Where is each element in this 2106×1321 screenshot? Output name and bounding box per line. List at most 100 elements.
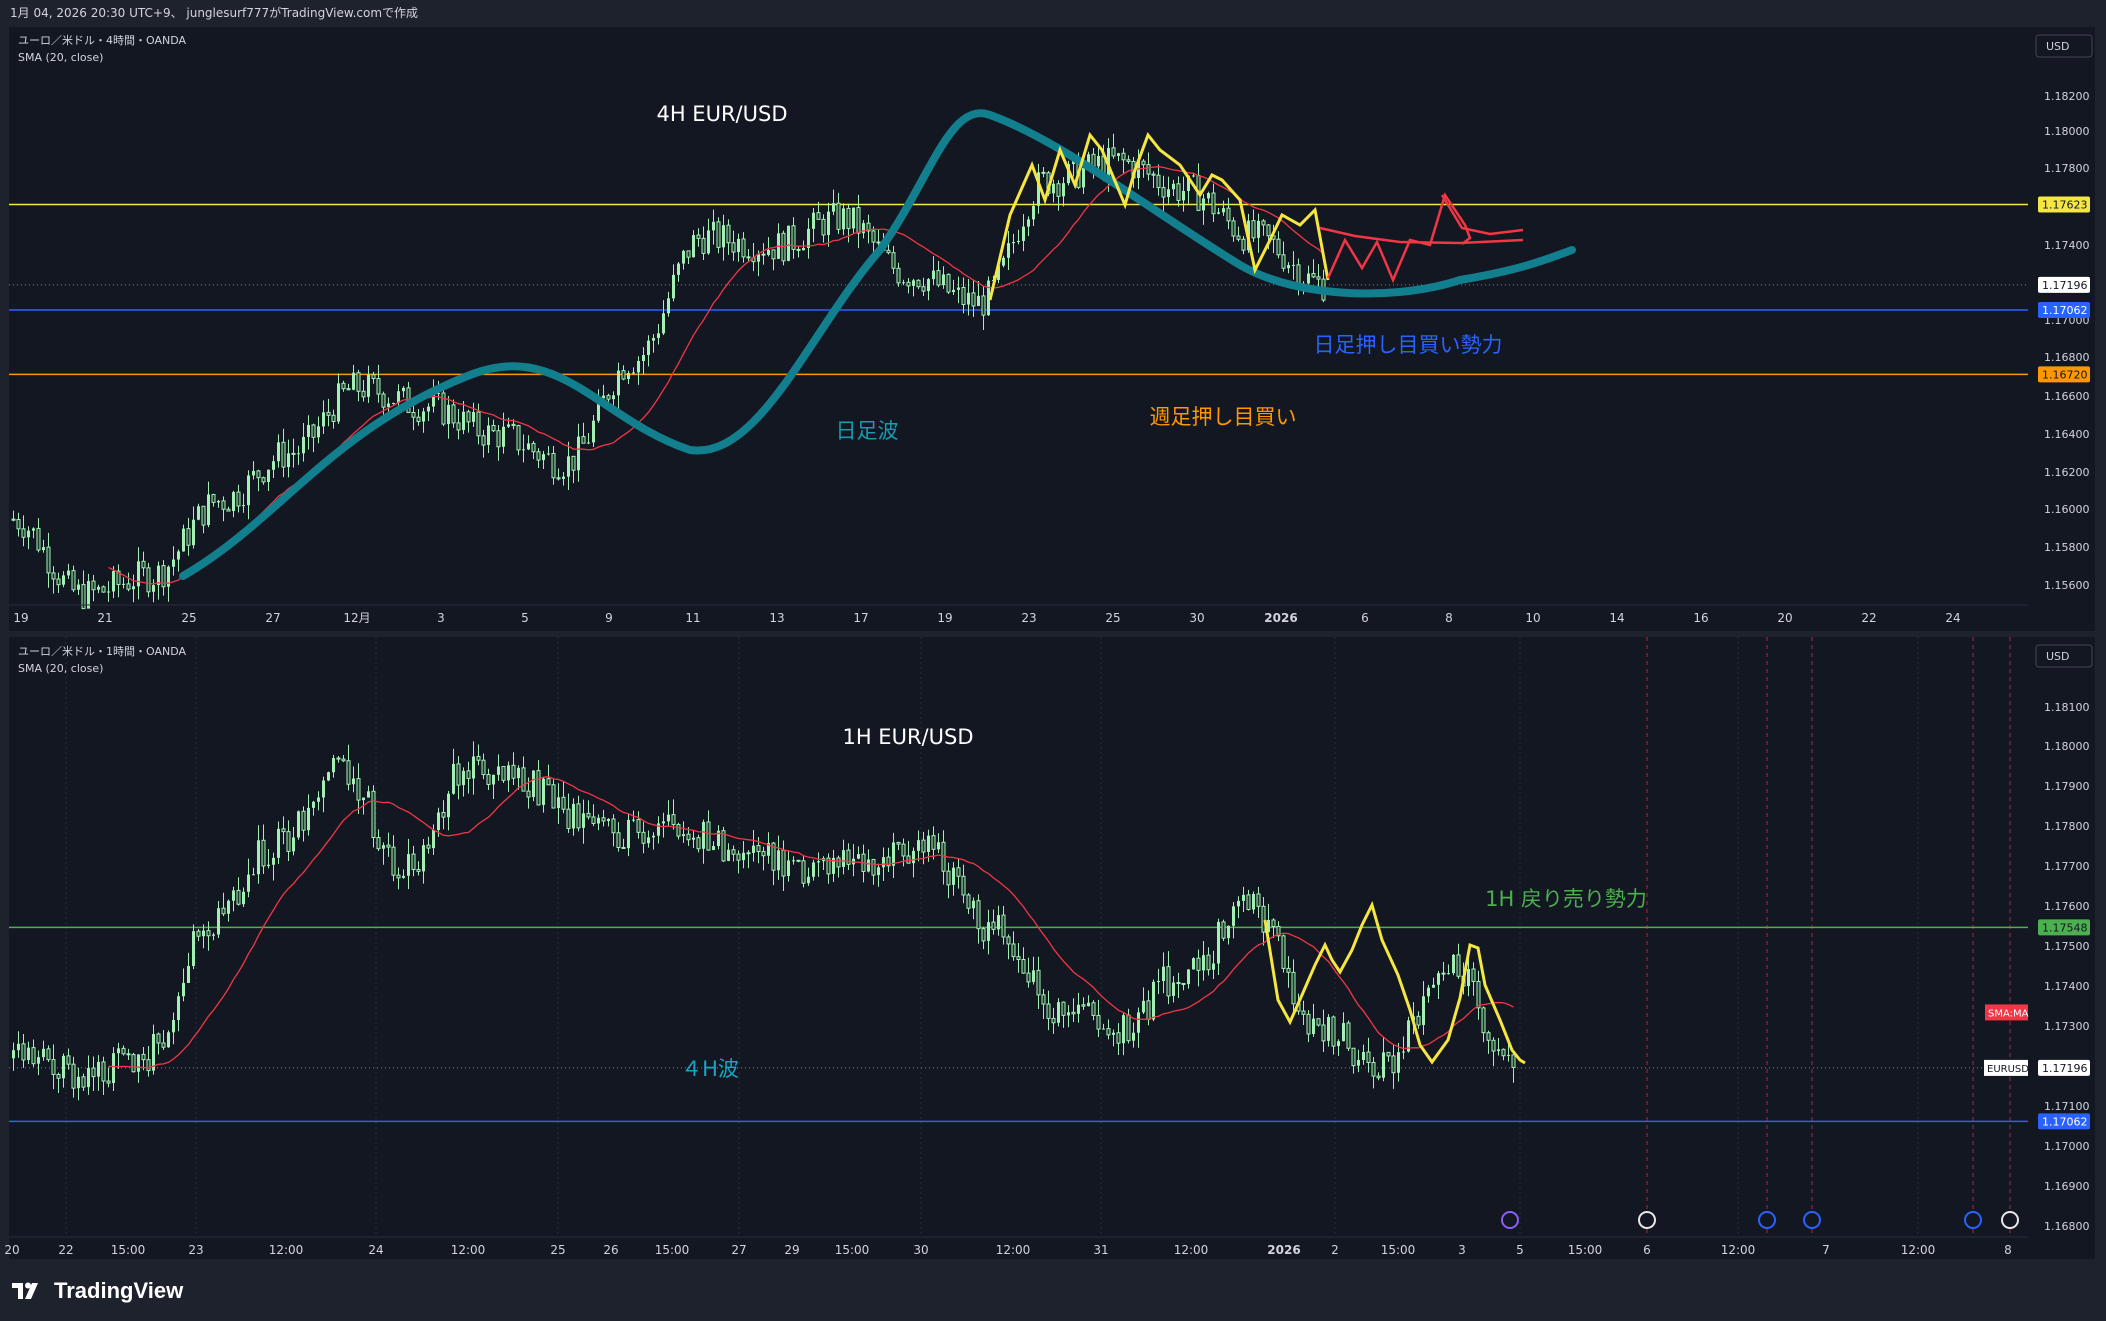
candle-body [126, 583, 131, 590]
candle-body [476, 411, 481, 437]
candle-body [976, 900, 981, 930]
legend-indicator[interactable]: SMA (20, close) [18, 662, 103, 675]
candle-body [391, 846, 396, 876]
candle-body [56, 1073, 61, 1079]
economic-event-icon[interactable] [1964, 1211, 1982, 1229]
currency-button[interactable] [2035, 644, 2093, 668]
legend-symbol[interactable]: ユーロ／米ドル・4時間・OANDA [18, 34, 186, 47]
candle-body [807, 228, 810, 249]
candle-body [411, 411, 416, 418]
chart-annotation[interactable]: 日足押し目買い勢力 [1314, 333, 1503, 357]
candle-body [551, 452, 556, 479]
time-tick-label: 23 [188, 1243, 203, 1257]
candle-body [456, 763, 461, 786]
candle-body [1087, 1002, 1090, 1007]
chart-annotation[interactable]: 1H EUR/USD [842, 725, 973, 749]
candle-body [51, 1059, 56, 1075]
candle-body [532, 770, 535, 798]
legend-symbol[interactable]: ユーロ／米ドル・1時間・OANDA [18, 645, 186, 658]
currency-button[interactable] [2035, 34, 2093, 58]
candle-body [247, 874, 250, 892]
yellow-wave-1h[interactable] [1263, 900, 1526, 1065]
economic-event-icon[interactable] [1501, 1211, 1519, 1229]
price-scale-4h[interactable] [2028, 27, 2095, 631]
candle-body [752, 845, 755, 853]
candle-body [832, 857, 835, 874]
economic-event-icon[interactable] [1803, 1211, 1821, 1229]
candle-body [801, 860, 806, 884]
candle-body [247, 475, 250, 506]
candle-body [51, 572, 56, 580]
chart-annotation[interactable]: ４H波 [681, 1057, 739, 1081]
candle-body [1452, 954, 1455, 974]
candle-body [462, 411, 465, 430]
chart-annotation[interactable]: 1H 戻り売り勢力 [1485, 887, 1647, 911]
chart-annotation[interactable]: 4H EUR/USD [656, 102, 787, 126]
symbol-tag-label: EURUSD [1987, 1064, 2029, 1075]
candle-body [1182, 190, 1185, 201]
tradingview-logo[interactable]: TradingView [12, 1278, 183, 1304]
yellow-wave-4h[interactable] [988, 131, 1330, 301]
footer-bar: TradingView [0, 1262, 2106, 1321]
candle-body [667, 298, 670, 314]
candle-body [987, 280, 990, 316]
candle-body [201, 505, 206, 526]
time-tick-label: 16 [1693, 611, 1708, 625]
candle-body [1176, 183, 1181, 201]
candle-body [1321, 1024, 1326, 1042]
candle-body [817, 861, 820, 863]
candle-body [1096, 1014, 1101, 1030]
candle-body [496, 430, 501, 448]
candle-body [991, 921, 996, 930]
candle-body [1237, 900, 1240, 907]
candle-body [286, 831, 291, 852]
candle-body [156, 1033, 161, 1044]
candle-body [946, 273, 951, 293]
candle-body [46, 546, 51, 574]
economic-event-icon[interactable] [1638, 1211, 1656, 1229]
daily-wave-curve[interactable] [179, 109, 1576, 580]
candle-body [1291, 971, 1296, 1005]
red-projection-line[interactable] [1319, 226, 1524, 245]
candle-body [117, 1048, 120, 1054]
candle-body [787, 225, 790, 261]
legend-indicator[interactable]: SMA (20, close) [18, 51, 103, 64]
time-tick-label: 20 [1777, 611, 1792, 625]
candle-body [327, 772, 330, 781]
candle-body [371, 374, 376, 380]
chart-annotation[interactable]: 日足波 [836, 419, 899, 443]
candle-body [1447, 973, 1450, 975]
candle-body [1241, 238, 1246, 251]
price-scale-1h[interactable] [2028, 637, 2095, 1259]
candle-body [997, 915, 1000, 930]
candle-body [207, 494, 210, 526]
candle-body [197, 506, 200, 520]
candle-body [1236, 235, 1241, 240]
candle-body [1252, 893, 1255, 910]
red-target-curve[interactable] [1440, 194, 1524, 236]
candle-body [1276, 238, 1281, 256]
candle-body [566, 808, 571, 829]
price-tick-label: 1.17700 [2044, 860, 2090, 873]
candle-body [411, 853, 416, 871]
candle-body [1187, 969, 1190, 985]
chart-annotation[interactable]: 週足押し目買い [1150, 405, 1297, 429]
candle-body [1097, 155, 1100, 167]
candle-body [682, 250, 685, 264]
candle-body [842, 850, 845, 867]
candle-body [1196, 957, 1201, 971]
candle-body [1221, 921, 1226, 939]
candle-body [1427, 987, 1430, 997]
time-tick-label: 12:00 [269, 1243, 304, 1257]
candle-body [607, 818, 610, 821]
candle-body [37, 1057, 40, 1064]
time-tick-label: 12:00 [451, 1243, 486, 1257]
time-tick-label: 26 [603, 1243, 618, 1257]
economic-event-icon[interactable] [2001, 1211, 2019, 1229]
candle-body [677, 263, 680, 275]
economic-event-icon[interactable] [1758, 1211, 1776, 1229]
candle-body [456, 422, 461, 431]
time-tick-label: 8 [2004, 1243, 2012, 1257]
candle-body [692, 235, 695, 258]
